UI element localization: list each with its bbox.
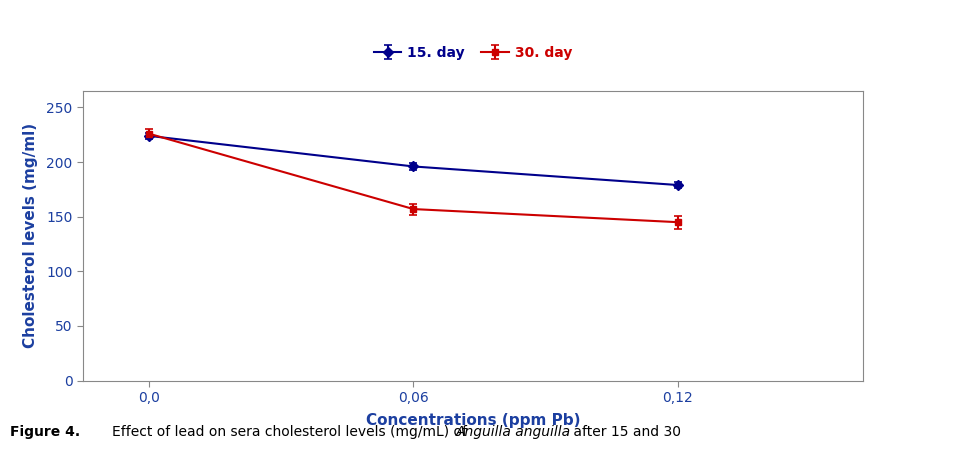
X-axis label: Concentrations (ppm Pb): Concentrations (ppm Pb) [366, 413, 580, 428]
Text: Figure 4.: Figure 4. [10, 425, 80, 439]
Text: after 15 and 30: after 15 and 30 [569, 425, 682, 439]
Text: Anguilla anguilla: Anguilla anguilla [455, 425, 570, 439]
Legend: 15. day, 30. day: 15. day, 30. day [369, 40, 577, 65]
Text: Effect of lead on sera cholesterol levels (mg/mL) of: Effect of lead on sera cholesterol level… [112, 425, 472, 439]
Y-axis label: Cholesterol levels (mg/ml): Cholesterol levels (mg/ml) [22, 123, 38, 348]
